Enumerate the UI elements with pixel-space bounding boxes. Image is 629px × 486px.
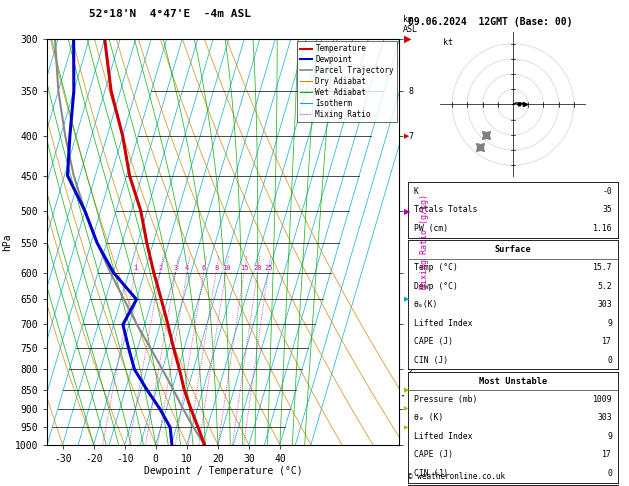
Text: 20: 20: [253, 265, 262, 271]
Text: Lifted Index: Lifted Index: [414, 319, 472, 328]
Text: K: K: [414, 187, 419, 196]
Text: 15: 15: [240, 265, 248, 271]
Y-axis label: hPa: hPa: [2, 233, 12, 251]
Text: Totals Totals: Totals Totals: [414, 206, 477, 214]
Text: 52°18'N  4°47'E  -4m ASL: 52°18'N 4°47'E -4m ASL: [89, 9, 251, 19]
Text: ▶: ▶: [404, 387, 410, 393]
Text: 17: 17: [602, 451, 612, 459]
Text: 2: 2: [158, 265, 162, 271]
Text: θₑ(K): θₑ(K): [414, 300, 438, 309]
Text: 8: 8: [214, 265, 218, 271]
Text: CIN (J): CIN (J): [414, 469, 448, 478]
Text: kt: kt: [443, 37, 453, 47]
Text: © weatheronline.co.uk: © weatheronline.co.uk: [408, 472, 504, 481]
Text: 0: 0: [607, 356, 612, 364]
Text: CIN (J): CIN (J): [414, 356, 448, 364]
Text: 9: 9: [607, 319, 612, 328]
Text: 6: 6: [202, 265, 206, 271]
Text: Mixing Ratio (g/kg): Mixing Ratio (g/kg): [420, 194, 429, 289]
X-axis label: Dewpoint / Temperature (°C): Dewpoint / Temperature (°C): [144, 467, 303, 476]
Text: Pressure (mb): Pressure (mb): [414, 395, 477, 404]
Text: Temp (°C): Temp (°C): [414, 263, 458, 272]
Text: 09.06.2024  12GMT (Base: 00): 09.06.2024 12GMT (Base: 00): [408, 17, 572, 27]
Text: 9: 9: [607, 432, 612, 441]
Text: CAPE (J): CAPE (J): [414, 337, 453, 346]
Text: ▶: ▶: [404, 425, 409, 430]
Text: 4: 4: [185, 265, 189, 271]
Text: ▶: ▶: [404, 296, 410, 302]
Text: 5.2: 5.2: [598, 282, 612, 291]
Text: km
ASL: km ASL: [403, 15, 418, 34]
Legend: Temperature, Dewpoint, Parcel Trajectory, Dry Adiabat, Wet Adiabat, Isotherm, Mi: Temperature, Dewpoint, Parcel Trajectory…: [297, 41, 397, 121]
Text: 1: 1: [133, 265, 137, 271]
Text: 303: 303: [598, 414, 612, 422]
Text: θₑ (K): θₑ (K): [414, 414, 443, 422]
Text: PW (cm): PW (cm): [414, 224, 448, 233]
Text: ▶: ▶: [404, 133, 410, 139]
Text: 10: 10: [222, 265, 230, 271]
Text: CAPE (J): CAPE (J): [414, 451, 453, 459]
Text: Lifted Index: Lifted Index: [414, 432, 472, 441]
Text: 1.16: 1.16: [593, 224, 612, 233]
Text: -0: -0: [602, 187, 612, 196]
Text: ▶: ▶: [404, 207, 411, 216]
Text: 3: 3: [174, 265, 178, 271]
Text: ▶: ▶: [404, 34, 412, 44]
Text: 1009: 1009: [593, 395, 612, 404]
Text: 15.7: 15.7: [593, 263, 612, 272]
Text: Most Unstable: Most Unstable: [479, 377, 547, 385]
Text: 35: 35: [602, 206, 612, 214]
Text: ▶: ▶: [404, 407, 409, 412]
Text: 0: 0: [607, 469, 612, 478]
Text: 17: 17: [602, 337, 612, 346]
Text: Dewp (°C): Dewp (°C): [414, 282, 458, 291]
Text: 25: 25: [264, 265, 272, 271]
Text: Surface: Surface: [494, 245, 532, 254]
Text: 303: 303: [598, 300, 612, 309]
